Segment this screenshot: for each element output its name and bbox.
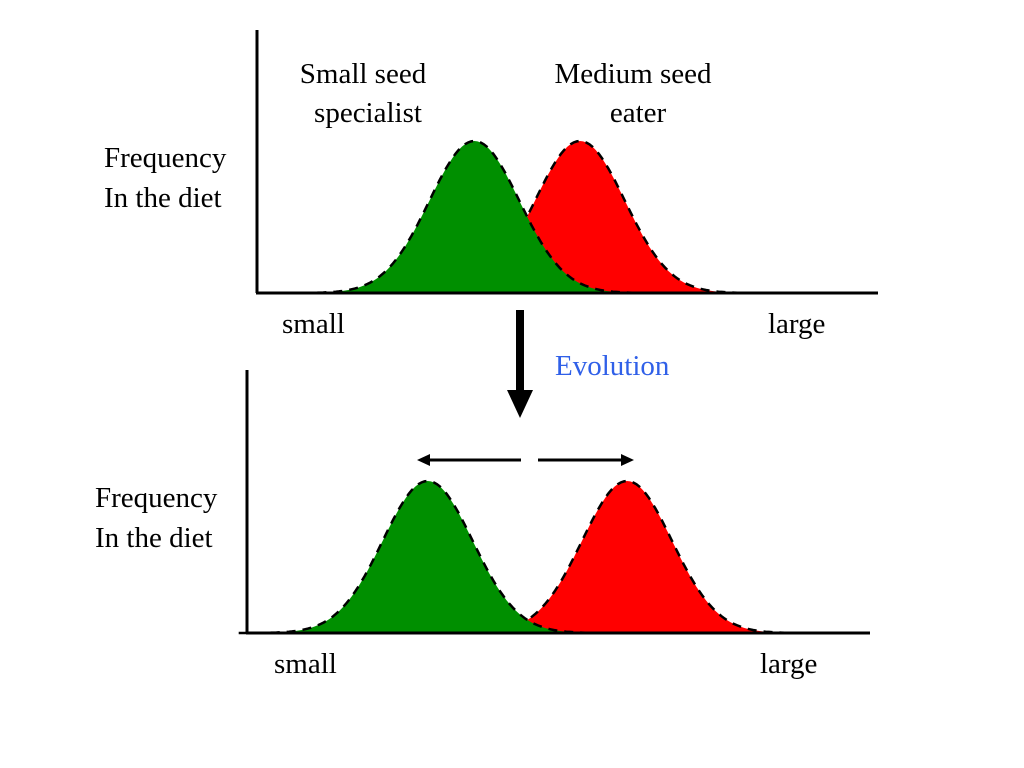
right-arrow-icon xyxy=(621,454,634,466)
top-x-max-label: large xyxy=(768,308,826,340)
top-small-seed-curve xyxy=(285,139,664,295)
top-panel xyxy=(255,30,878,295)
top-medium-seed-curve xyxy=(390,139,769,295)
bottom-x-min-label: small xyxy=(274,648,337,680)
top-green-label-line2: specialist xyxy=(314,97,422,129)
left-arrow-icon xyxy=(417,454,430,466)
bottom-x-max-label: large xyxy=(760,648,818,680)
top-y-label-line2: In the diet xyxy=(104,182,222,214)
top-y-label-line1: Frequency xyxy=(104,142,227,174)
top-red-label-line1: Medium seed xyxy=(554,58,712,90)
down-arrow-icon xyxy=(507,390,533,418)
evolution-label: Evolution xyxy=(555,350,670,382)
bottom-small-seed-curve xyxy=(238,479,617,635)
bottom-medium-seed-curve xyxy=(438,479,816,635)
bottom-y-label-line2: In the diet xyxy=(95,522,213,554)
top-x-min-label: small xyxy=(282,308,345,340)
top-red-label-line2: eater xyxy=(609,97,667,129)
bottom-y-label-line1: Frequency xyxy=(95,482,218,514)
top-green-label-line1: Small seed xyxy=(299,58,427,90)
evolution-arrow xyxy=(507,310,533,418)
bottom-panel xyxy=(238,370,870,635)
